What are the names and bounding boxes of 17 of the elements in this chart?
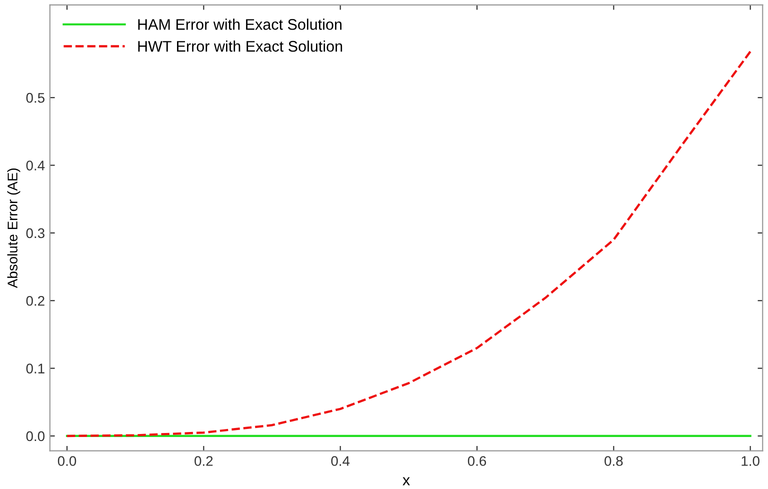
legend-label: HAM Error with Exact Solution bbox=[138, 18, 342, 30]
y-axis-title: Absolute Error (AE) bbox=[7, 168, 20, 288]
x-axis-title: x bbox=[402, 477, 410, 486]
x-tick-label: 0.2 bbox=[194, 456, 213, 466]
legend-label: HWT Error with Exact Solution bbox=[138, 40, 342, 52]
x-tick-label: 0.0 bbox=[58, 456, 76, 466]
y-tick-label: 0.3 bbox=[26, 228, 44, 238]
line-series bbox=[66, 50, 752, 438]
x-tick-label: 1.0 bbox=[742, 456, 760, 466]
x-tick-label: 0.8 bbox=[604, 456, 623, 466]
y-tick-label: 0.5 bbox=[26, 92, 44, 103]
x-tick-label: 0.6 bbox=[468, 456, 486, 466]
y-tick-label: 0.0 bbox=[26, 431, 45, 442]
y-tick-label: 0.1 bbox=[26, 364, 44, 374]
y-tick-label: 0.4 bbox=[26, 160, 45, 170]
x-tick-label: 0.4 bbox=[331, 456, 350, 466]
y-tick-label: 0.2 bbox=[26, 296, 44, 306]
